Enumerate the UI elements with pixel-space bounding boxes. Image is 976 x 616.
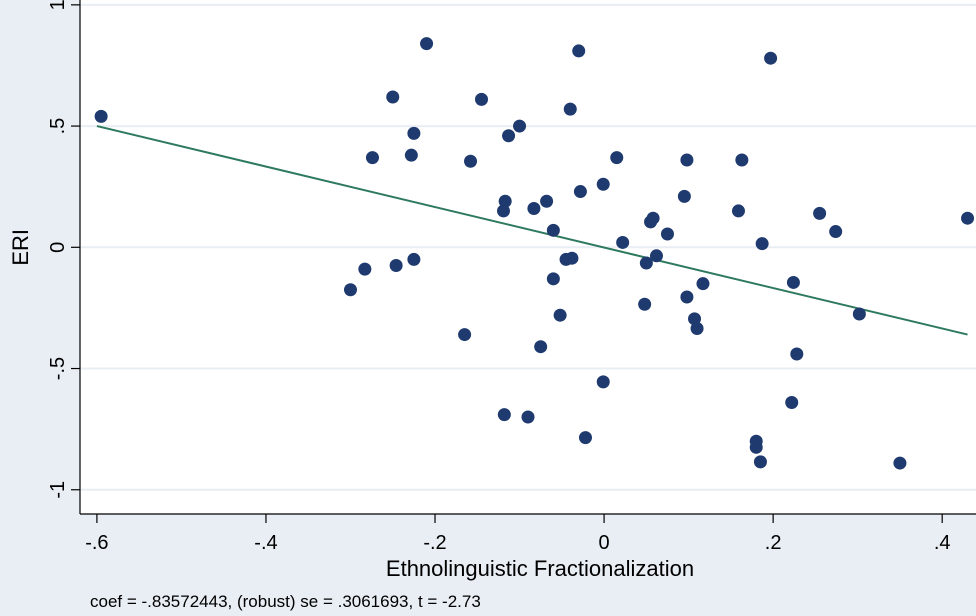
y-tick-label: 1 — [47, 0, 69, 10]
data-point — [644, 215, 658, 229]
data-point — [386, 90, 400, 104]
data-point — [498, 194, 512, 208]
data-point — [961, 211, 975, 225]
y-axis-ticks: -1 -.5 0 .5 1 — [47, 0, 80, 499]
data-point — [358, 262, 372, 276]
data-point — [540, 194, 554, 208]
data-point — [660, 227, 674, 241]
x-tick-label: 0 — [599, 532, 610, 554]
data-point — [475, 92, 489, 106]
data-point — [563, 102, 577, 116]
data-point — [496, 204, 510, 218]
data-point — [343, 283, 357, 297]
y-tick-label: .5 — [47, 118, 69, 135]
data-point — [755, 237, 769, 251]
data-point — [513, 119, 527, 133]
data-point — [893, 456, 907, 470]
data-point — [638, 297, 652, 311]
data-point — [404, 148, 418, 162]
fit-line — [96, 125, 968, 336]
data-point — [596, 177, 610, 191]
data-point — [696, 277, 710, 291]
data-point — [677, 189, 691, 203]
data-point — [753, 455, 767, 469]
data-point — [527, 202, 541, 216]
data-point — [94, 109, 108, 123]
data-point — [464, 154, 478, 168]
y-tick-label: -.5 — [47, 357, 69, 380]
data-point — [764, 51, 778, 65]
data-point — [649, 249, 663, 263]
x-tick-label: .2 — [765, 532, 782, 554]
x-tick-label: -.4 — [254, 532, 277, 554]
data-points — [94, 37, 975, 470]
y-tick-label: -1 — [47, 481, 69, 499]
data-point — [573, 185, 587, 199]
data-point — [610, 151, 624, 165]
data-point — [790, 347, 804, 361]
data-point — [578, 431, 592, 445]
data-point — [572, 44, 586, 58]
data-point — [749, 440, 763, 454]
data-point — [407, 252, 421, 266]
data-point — [639, 256, 653, 270]
data-point — [534, 340, 548, 354]
data-point — [785, 395, 799, 409]
data-point — [690, 322, 704, 336]
y-tick-label: 0 — [47, 242, 69, 253]
data-point — [813, 206, 827, 220]
data-point — [502, 129, 516, 143]
data-point — [680, 290, 694, 304]
data-point — [546, 223, 560, 237]
data-point — [497, 408, 511, 422]
data-point — [420, 37, 434, 51]
x-axis-ticks: -.6 -.4 -.2 0 .2 .4 — [85, 514, 951, 554]
x-axis-title: Ethnolinguistic Fractionalization — [386, 556, 694, 581]
data-point — [680, 153, 694, 167]
plot-area — [80, 0, 976, 514]
data-point — [407, 126, 421, 140]
data-point — [829, 225, 843, 239]
data-point — [786, 275, 800, 289]
x-tick-label: -.6 — [85, 532, 108, 554]
data-point — [852, 307, 866, 321]
gridlines — [80, 3, 976, 491]
data-point — [553, 308, 567, 322]
regression-note: coef = -.83572443, (robust) se = .306169… — [90, 592, 481, 611]
data-point — [521, 410, 535, 424]
x-tick-label: .4 — [934, 532, 951, 554]
data-point — [389, 258, 403, 272]
data-point — [559, 252, 573, 266]
data-point — [546, 272, 560, 286]
x-tick-label: -.2 — [423, 532, 446, 554]
data-point — [616, 235, 630, 249]
y-axis-title: ERI — [8, 229, 33, 266]
data-point — [365, 151, 379, 165]
data-point — [596, 375, 610, 389]
data-point — [735, 153, 749, 167]
axes — [79, 0, 976, 515]
data-point — [731, 204, 745, 218]
data-point — [458, 328, 472, 342]
